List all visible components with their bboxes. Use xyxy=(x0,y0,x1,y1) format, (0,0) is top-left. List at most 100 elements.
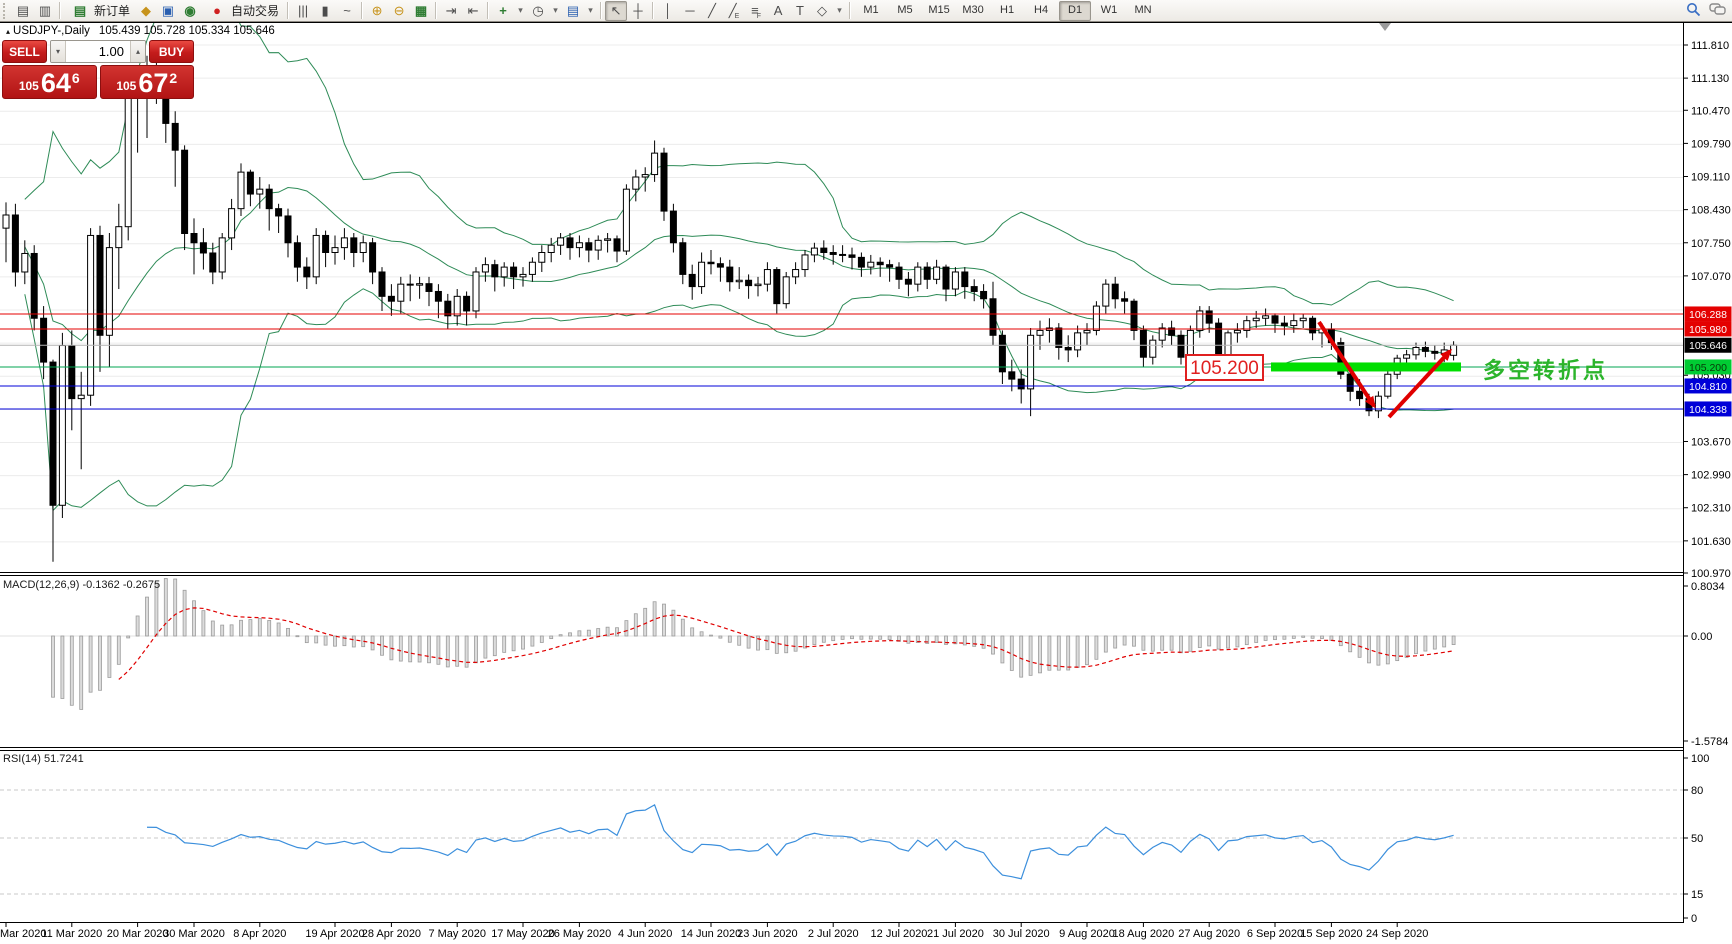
shapes-tool-icon[interactable]: ◇ xyxy=(817,2,828,18)
auto-scroll-icon[interactable]: ⇥ xyxy=(445,2,457,18)
terminal-icon[interactable]: ▣ xyxy=(161,2,175,18)
trendline-tool-icon[interactable]: ╱ xyxy=(708,2,716,18)
macd-pane[interactable] xyxy=(0,578,1683,710)
volume-increase-button[interactable]: ▴ xyxy=(130,41,145,62)
volume-stepper: ▾ ▴ xyxy=(50,40,146,63)
toolbar-right-icons xyxy=(1686,2,1727,17)
svg-text:111.810: 111.810 xyxy=(1691,40,1729,52)
candlestick-chart-icon[interactable]: ▮ xyxy=(321,2,329,18)
ohlc-values: 105.439 105.728 105.334 105.646 xyxy=(98,25,275,37)
svg-text:80: 80 xyxy=(1691,785,1703,797)
svg-text:102.990: 102.990 xyxy=(1691,470,1731,482)
svg-text:106.288: 106.288 xyxy=(1689,309,1727,321)
buy-button[interactable]: BUY xyxy=(149,40,194,63)
toolbar-separator xyxy=(487,2,490,19)
indicators-icon[interactable]: + xyxy=(499,2,507,18)
toolbar-separator xyxy=(652,2,655,19)
svg-text:108.430: 108.430 xyxy=(1691,205,1731,217)
horizontal-line-tool-icon[interactable]: ─ xyxy=(685,2,695,18)
search-icon[interactable] xyxy=(1686,2,1701,17)
svg-text:105.200: 105.200 xyxy=(1689,362,1727,374)
svg-text:7 May 2020: 7 May 2020 xyxy=(428,928,485,940)
timeframe-button-D1[interactable]: D1 xyxy=(1059,1,1092,21)
new-order-button[interactable]: ▤ 新订单 xyxy=(64,1,135,21)
bar-chart-icon[interactable]: ||| xyxy=(297,2,309,18)
svg-text:15: 15 xyxy=(1691,889,1703,901)
sell-price-display[interactable]: 105 64 6 xyxy=(2,65,97,99)
timeframe-button-MN[interactable]: MN xyxy=(1134,4,1152,16)
metaeditor-icon[interactable]: ◆ xyxy=(141,2,152,18)
pane-borders xyxy=(0,22,1732,923)
svg-text:0: 0 xyxy=(1691,913,1697,925)
channel-tool-icon[interactable]: ╱E xyxy=(723,1,745,21)
templates-caret-icon[interactable]: ▾ xyxy=(588,4,593,15)
annotations-layer[interactable]: 105.200 多空转折点 xyxy=(1185,23,1608,419)
volume-input[interactable] xyxy=(66,41,130,62)
svg-text:102.310: 102.310 xyxy=(1691,503,1731,515)
timeframe-button-M1[interactable]: M1 xyxy=(863,4,879,16)
chart-shift-icon[interactable]: ⇤ xyxy=(467,2,479,18)
vertical-line-tool-icon[interactable]: │ xyxy=(663,2,673,18)
main-toolbar: ▤ ▥ ▤ 新订单 ◆ ▣ ◉ ● 自动交易 ||| ▮ ~ ⊕ ⊖ ▦ ⇥ ⇤… xyxy=(0,0,1732,22)
macd-indicator-label: MACD(12,26,9) -0.1362 -0.2675 xyxy=(3,579,161,591)
svg-text:0.00: 0.00 xyxy=(1691,631,1712,643)
sell-price-prefix: 105 xyxy=(18,79,39,93)
timeframe-toolbar: M1 M5 M15 M30 H1 H4 D1 W1 MN xyxy=(854,0,1160,21)
svg-text:28 Apr 2020: 28 Apr 2020 xyxy=(362,928,421,940)
svg-text:24 Sep 2020: 24 Sep 2020 xyxy=(1366,928,1428,940)
svg-text:多空转折点: 多空转折点 xyxy=(1483,358,1608,383)
svg-text:109.110: 109.110 xyxy=(1691,172,1730,184)
toolbar-separator xyxy=(435,2,438,19)
tile-windows-icon[interactable]: ▦ xyxy=(414,2,428,18)
line-chart-icon[interactable]: ~ xyxy=(343,2,351,18)
zoom-out-icon[interactable]: ⊖ xyxy=(393,2,405,18)
svg-text:6 Sep 2020: 6 Sep 2020 xyxy=(1247,928,1303,940)
timeframe-button-M5[interactable]: M5 xyxy=(897,4,913,16)
timeframe-button-M30[interactable]: M30 xyxy=(962,4,984,16)
svg-text:107.750: 107.750 xyxy=(1691,238,1731,250)
new-chart-icon[interactable]: ▤ xyxy=(16,2,30,18)
svg-text:23 Jun 2020: 23 Jun 2020 xyxy=(737,928,798,940)
svg-text:105.646: 105.646 xyxy=(1689,340,1727,352)
svg-text:100: 100 xyxy=(1691,753,1709,765)
chat-icon[interactable] xyxy=(1709,2,1727,17)
rsi-pane[interactable] xyxy=(0,789,1683,895)
profiles-icon[interactable]: ▥ xyxy=(38,2,52,18)
signals-icon[interactable]: ◉ xyxy=(184,2,196,18)
period-caret-icon[interactable]: ▾ xyxy=(553,4,558,15)
svg-text:50: 50 xyxy=(1691,833,1703,845)
svg-text:109.790: 109.790 xyxy=(1691,138,1731,150)
text-tool-icon[interactable]: A xyxy=(773,2,783,18)
timeframe-button-H4[interactable]: H4 xyxy=(1034,4,1049,16)
svg-text:11 Mar 2020: 11 Mar 2020 xyxy=(41,928,102,940)
timeframe-button-W1[interactable]: W1 xyxy=(1100,4,1118,16)
main-price-pane[interactable] xyxy=(0,4,1683,575)
shapes-caret-icon[interactable]: ▾ xyxy=(837,4,842,15)
svg-text:8 Apr 2020: 8 Apr 2020 xyxy=(233,928,286,940)
svg-text:105.200: 105.200 xyxy=(1190,358,1259,379)
autotrading-button[interactable]: ● 自动交易 xyxy=(201,1,284,21)
volume-decrease-button[interactable]: ▾ xyxy=(51,41,66,62)
crosshair-tool-icon[interactable]: ┼ xyxy=(633,2,643,18)
svg-text:0.8034: 0.8034 xyxy=(1691,581,1725,593)
label-tool-icon[interactable]: T xyxy=(796,2,804,18)
autotrading-label: 自动交易 xyxy=(231,4,280,18)
indicators-caret-icon[interactable]: ▾ xyxy=(518,4,523,15)
price-axis[interactable]: 111.810 111.130 110.470 109.790 109.110 108.4… xyxy=(1683,40,1732,925)
fibonacci-tool-icon[interactable]: ≡F xyxy=(745,1,767,21)
timeframe-button-M15[interactable]: M15 xyxy=(928,4,950,16)
cursor-tool-icon[interactable]: ↖ xyxy=(605,0,628,21)
timeframe-button-H1[interactable]: H1 xyxy=(1000,4,1015,16)
zoom-in-icon[interactable]: ⊕ xyxy=(371,2,383,18)
svg-text:26 May 2020: 26 May 2020 xyxy=(548,928,612,940)
toolbar-separator xyxy=(361,2,364,19)
autotrading-icon: ● xyxy=(213,2,221,18)
templates-icon[interactable]: ▤ xyxy=(566,2,580,18)
svg-text:Mar 2020: Mar 2020 xyxy=(0,928,46,940)
period-icon[interactable]: ◷ xyxy=(532,2,544,18)
buy-price-display[interactable]: 105 67 2 xyxy=(99,65,194,99)
toolbar-grip[interactable] xyxy=(3,2,9,19)
sell-button[interactable]: SELL xyxy=(2,40,47,63)
